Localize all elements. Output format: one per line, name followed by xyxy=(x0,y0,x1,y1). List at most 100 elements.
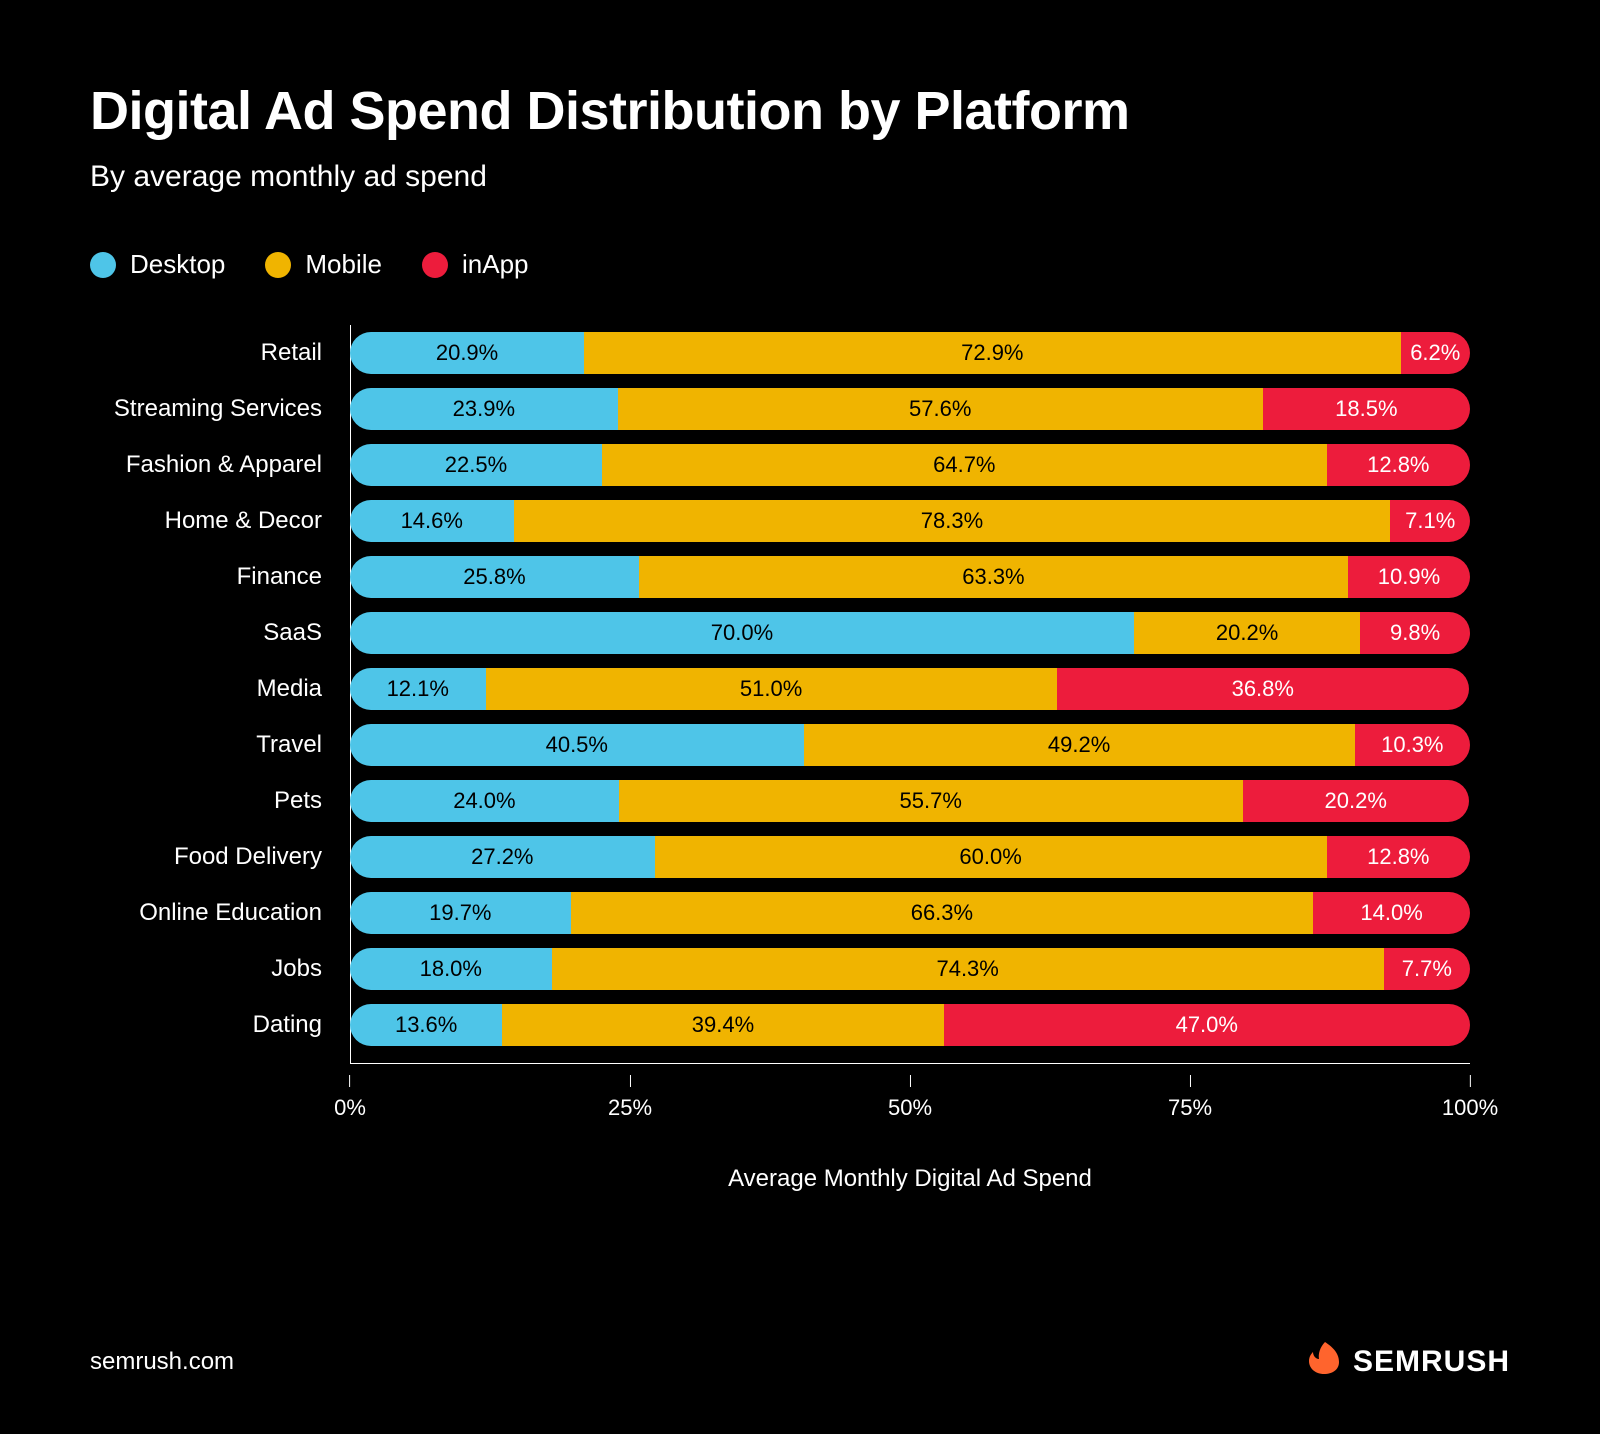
x-tick: 50% xyxy=(888,1075,932,1121)
bar-segment-desktop: 13.6% xyxy=(350,1004,502,1046)
bar-segment-inapp: 7.7% xyxy=(1384,948,1470,990)
bar-segment-mobile: 63.3% xyxy=(639,556,1348,598)
bar-segment-inapp: 14.0% xyxy=(1313,892,1470,934)
bar-segment-mobile: 39.4% xyxy=(502,1004,943,1046)
legend-swatch xyxy=(90,252,116,278)
bar-segment-mobile: 20.2% xyxy=(1134,612,1360,654)
bar-row: Travel40.5%49.2%10.3% xyxy=(350,717,1470,773)
bar-track: 27.2%60.0%12.8% xyxy=(350,836,1470,878)
tick-mark xyxy=(1189,1075,1190,1087)
chart-subtitle: By average monthly ad spend xyxy=(90,160,1510,194)
bar-segment-mobile: 66.3% xyxy=(571,892,1314,934)
bar-track: 70.0%20.2%9.8% xyxy=(350,612,1470,654)
category-label: Jobs xyxy=(90,955,340,983)
x-tick-label: 0% xyxy=(334,1095,366,1121)
bar-segment-inapp: 12.8% xyxy=(1327,444,1470,486)
legend-label: Mobile xyxy=(305,249,382,280)
bar-row: Online Education19.7%66.3%14.0% xyxy=(350,885,1470,941)
legend-label: inApp xyxy=(462,249,529,280)
bar-segment-desktop: 25.8% xyxy=(350,556,639,598)
category-label: Pets xyxy=(90,787,340,815)
category-label: Fashion & Apparel xyxy=(90,451,340,479)
x-tick: 75% xyxy=(1168,1075,1212,1121)
bar-segment-inapp: 6.2% xyxy=(1401,332,1470,374)
x-axis-title: Average Monthly Digital Ad Spend xyxy=(350,1165,1470,1193)
legend-swatch xyxy=(422,252,448,278)
bar-track: 13.6%39.4%47.0% xyxy=(350,1004,1470,1046)
category-label: Streaming Services xyxy=(90,395,340,423)
bar-row: Jobs18.0%74.3%7.7% xyxy=(350,941,1470,997)
bar-segment-inapp: 12.8% xyxy=(1327,836,1470,878)
chart-canvas: Digital Ad Spend Distribution by Platfor… xyxy=(0,0,1600,1434)
category-label: SaaS xyxy=(90,619,340,647)
tick-mark xyxy=(909,1075,910,1087)
chart-title: Digital Ad Spend Distribution by Platfor… xyxy=(90,80,1510,142)
bar-row: Finance25.8%63.3%10.9% xyxy=(350,549,1470,605)
legend-item-inapp: inApp xyxy=(422,249,529,280)
tick-mark xyxy=(349,1075,350,1087)
bar-row: Home & Decor14.6%78.3%7.1% xyxy=(350,493,1470,549)
bar-track: 20.9%72.9%6.2% xyxy=(350,332,1470,374)
category-label: Dating xyxy=(90,1011,340,1039)
tick-mark xyxy=(1470,1075,1471,1087)
bar-track: 22.5%64.7%12.8% xyxy=(350,444,1470,486)
bar-segment-mobile: 55.7% xyxy=(619,780,1243,822)
bar-segment-mobile: 57.6% xyxy=(618,388,1263,430)
bar-row: Dating13.6%39.4%47.0% xyxy=(350,997,1470,1053)
brand-logo: SEMRUSH xyxy=(1305,1340,1510,1384)
bar-track: 24.0%55.7%20.2% xyxy=(350,780,1470,822)
bar-track: 14.6%78.3%7.1% xyxy=(350,500,1470,542)
flame-icon xyxy=(1305,1340,1341,1384)
bar-segment-desktop: 12.1% xyxy=(350,668,486,710)
bar-segment-desktop: 27.2% xyxy=(350,836,655,878)
legend-swatch xyxy=(265,252,291,278)
bar-segment-desktop: 24.0% xyxy=(350,780,619,822)
bar-segment-inapp: 7.1% xyxy=(1390,500,1470,542)
x-tick: 0% xyxy=(334,1075,366,1121)
x-tick-label: 100% xyxy=(1442,1095,1498,1121)
x-axis: 0%25%50%75%100% Average Monthly Digital … xyxy=(350,1075,1470,1193)
bar-segment-mobile: 78.3% xyxy=(514,500,1391,542)
x-axis-line xyxy=(350,1063,1470,1064)
legend-label: Desktop xyxy=(130,249,225,280)
category-label: Retail xyxy=(90,339,340,367)
bar-track: 18.0%74.3%7.7% xyxy=(350,948,1470,990)
bar-track: 19.7%66.3%14.0% xyxy=(350,892,1470,934)
bar-segment-mobile: 60.0% xyxy=(655,836,1327,878)
bar-segment-desktop: 22.5% xyxy=(350,444,602,486)
bar-track: 40.5%49.2%10.3% xyxy=(350,724,1470,766)
footer: semrush.com SEMRUSH xyxy=(90,1340,1510,1384)
category-label: Food Delivery xyxy=(90,843,340,871)
bar-row: Streaming Services23.9%57.6%18.5% xyxy=(350,381,1470,437)
legend-item-desktop: Desktop xyxy=(90,249,225,280)
bar-segment-inapp: 20.2% xyxy=(1243,780,1469,822)
x-tick: 100% xyxy=(1442,1075,1498,1121)
stacked-bar-chart: Retail20.9%72.9%6.2%Streaming Services23… xyxy=(350,325,1470,1053)
bar-track: 12.1%51.0%36.8% xyxy=(350,668,1470,710)
bar-segment-inapp: 10.3% xyxy=(1355,724,1470,766)
bar-segment-inapp: 36.8% xyxy=(1057,668,1469,710)
bar-track: 23.9%57.6%18.5% xyxy=(350,388,1470,430)
bar-segment-desktop: 14.6% xyxy=(350,500,514,542)
bar-segment-mobile: 51.0% xyxy=(486,668,1057,710)
bar-segment-inapp: 47.0% xyxy=(944,1004,1470,1046)
legend-item-mobile: Mobile xyxy=(265,249,382,280)
bar-segment-mobile: 64.7% xyxy=(602,444,1327,486)
category-label: Online Education xyxy=(90,899,340,927)
bar-segment-inapp: 9.8% xyxy=(1360,612,1470,654)
bar-segment-mobile: 72.9% xyxy=(584,332,1400,374)
x-tick-label: 25% xyxy=(608,1095,652,1121)
category-label: Finance xyxy=(90,563,340,591)
bar-row: Media12.1%51.0%36.8% xyxy=(350,661,1470,717)
x-tick: 25% xyxy=(608,1075,652,1121)
category-label: Media xyxy=(90,675,340,703)
tick-mark xyxy=(629,1075,630,1087)
footer-site: semrush.com xyxy=(90,1348,234,1376)
category-label: Home & Decor xyxy=(90,507,340,535)
bar-segment-mobile: 74.3% xyxy=(552,948,1384,990)
category-label: Travel xyxy=(90,731,340,759)
bar-segment-desktop: 20.9% xyxy=(350,332,584,374)
x-tick-label: 50% xyxy=(888,1095,932,1121)
bar-segment-desktop: 18.0% xyxy=(350,948,552,990)
bar-segment-inapp: 10.9% xyxy=(1348,556,1470,598)
